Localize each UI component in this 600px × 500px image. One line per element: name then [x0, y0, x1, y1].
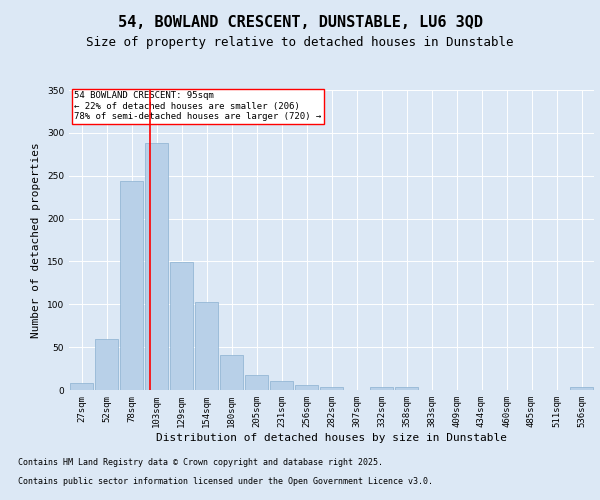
Bar [570, 388, 593, 390]
Bar [195, 302, 218, 390]
Text: Contains public sector information licensed under the Open Government Licence v3: Contains public sector information licen… [18, 476, 433, 486]
Bar [120, 181, 143, 390]
Text: Size of property relative to detached houses in Dunstable: Size of property relative to detached ho… [86, 36, 514, 49]
Text: Contains HM Land Registry data © Crown copyright and database right 2025.: Contains HM Land Registry data © Crown c… [18, 458, 383, 467]
Bar [95, 340, 118, 390]
Bar [70, 383, 93, 390]
Text: 54 BOWLAND CRESCENT: 95sqm
← 22% of detached houses are smaller (206)
78% of sem: 54 BOWLAND CRESCENT: 95sqm ← 22% of deta… [74, 92, 322, 122]
X-axis label: Distribution of detached houses by size in Dunstable: Distribution of detached houses by size … [156, 432, 507, 442]
Bar [320, 388, 343, 390]
Bar [395, 388, 418, 390]
Bar [295, 385, 318, 390]
Bar [145, 143, 168, 390]
Bar [245, 374, 268, 390]
Bar [170, 262, 193, 390]
Bar [370, 388, 393, 390]
Bar [270, 380, 293, 390]
Y-axis label: Number of detached properties: Number of detached properties [31, 142, 41, 338]
Text: 54, BOWLAND CRESCENT, DUNSTABLE, LU6 3QD: 54, BOWLAND CRESCENT, DUNSTABLE, LU6 3QD [118, 15, 482, 30]
Bar [220, 355, 243, 390]
